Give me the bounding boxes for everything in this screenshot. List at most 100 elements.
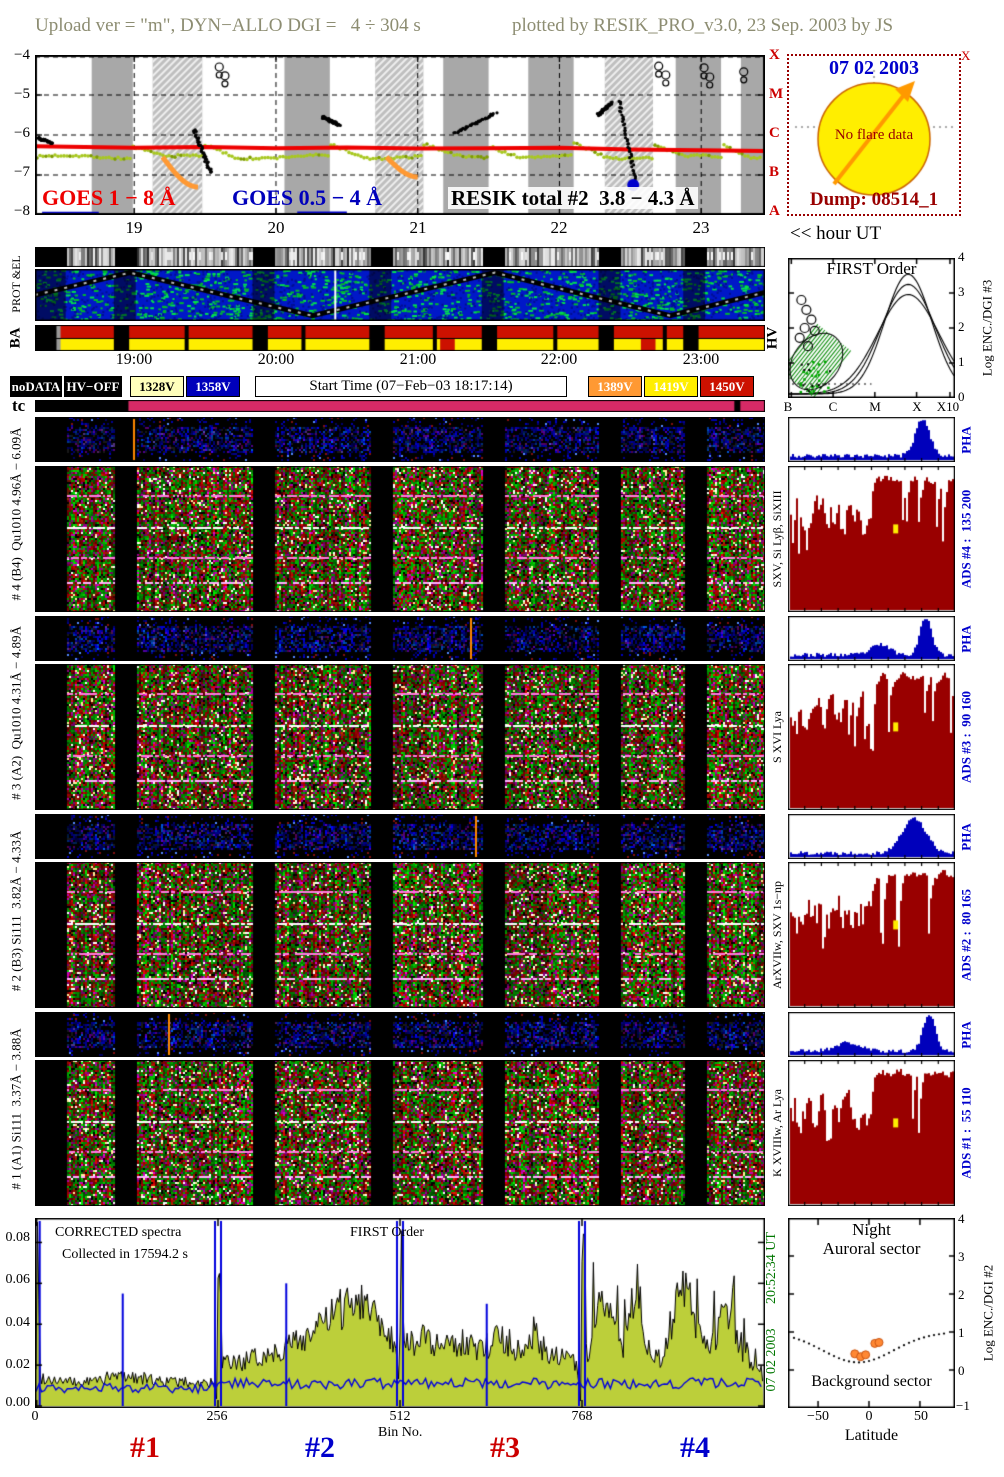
- goes-xtick-1: 20: [267, 218, 285, 237]
- channel-axis-label-1: # 1 (A1) Si111 3.37Å − 3.88Å: [8, 1028, 24, 1190]
- legend-nodata: noDATA: [10, 376, 62, 397]
- auroral-sector-label: Auroral sector: [822, 1239, 921, 1258]
- fo-ytick-1: 1: [958, 354, 965, 369]
- goes-class-letter-m: M: [769, 86, 784, 102]
- dump-label: Dump: 08514_1: [809, 189, 939, 210]
- auroral-trajectory-panel: [35, 269, 765, 321]
- hv-axis-label: HV: [764, 326, 781, 350]
- header-upload-text: Upload ver = "m", DYN−ALLO DGI = 4 ÷ 304…: [35, 15, 421, 36]
- goes-05-4-label: GOES 0.5 − 4 Å: [232, 185, 383, 210]
- spectra-ytick-1: 0.06: [5, 1272, 31, 1287]
- proton-electron-strip: [35, 247, 765, 267]
- solar-disk-canvas: [789, 56, 959, 214]
- background-sector-label: Background sector: [811, 1373, 932, 1390]
- lat-ytick-4: 4: [958, 1211, 965, 1226]
- fo-xtick-m: M: [869, 399, 881, 414]
- flare-status: No flare data: [834, 127, 914, 143]
- spectra-subtitle: Collected in 17594.2 s: [62, 1247, 188, 1262]
- segment-label-3: #3: [490, 1431, 520, 1464]
- lat-ytick-m1: −1: [956, 1398, 970, 1413]
- pha-label-4: PHA: [958, 426, 974, 454]
- ads-histogram-ch1: [788, 1060, 955, 1206]
- line-id-label-3: S XVI Lya: [770, 711, 784, 763]
- latitude-background-plot: [788, 1218, 955, 1408]
- lat-ytick-1: 1: [958, 1325, 965, 1340]
- spectrogram-bg-ch4: [35, 417, 765, 462]
- ba-axis-label: BA: [7, 327, 24, 349]
- channel-axis-label-4: # 4 (B4) Qu1010 4.96Å − 6.09Å: [8, 427, 24, 601]
- spectra-ytick-2: 0.04: [5, 1315, 31, 1330]
- goes-1-8-label: GOES 1 − 8 Å: [42, 185, 176, 210]
- spectrogram-ch2: [35, 862, 765, 1008]
- hv-state-strip: [35, 325, 765, 351]
- fo-ytick-4: 4: [958, 249, 965, 264]
- segment-label-1: #1: [130, 1431, 160, 1464]
- channel-axis-label-2: # 2 (B3) Si111 3.82Å − 4.33Å: [8, 830, 24, 992]
- hour-ut-label: << hour UT: [790, 223, 882, 244]
- time-tick-0: 19:00: [115, 351, 153, 368]
- first-order-title: FIRST Order: [826, 259, 917, 278]
- goes-xtick-3: 22: [550, 218, 568, 237]
- segment-label-4: #4: [680, 1431, 710, 1464]
- fo-ytick-0: 0: [958, 389, 965, 404]
- legend-start-time: Start Time (07−Feb−03 18:17:14): [255, 376, 567, 397]
- corner-x-mark: X: [961, 48, 971, 63]
- goes-ytick-3: −7: [14, 164, 30, 180]
- time-tick-2: 21:00: [399, 351, 437, 368]
- goes-xtick-0: 19: [125, 218, 143, 237]
- legend-hv-off: HV−OFF: [64, 376, 122, 397]
- spectra-xtick-512: 512: [389, 1409, 411, 1424]
- spectrogram-ch1: [35, 1060, 765, 1206]
- fo-xtick-x10: X10: [936, 399, 960, 414]
- goes-xtick-4: 23: [692, 218, 710, 237]
- goes-ytick-2: −6: [14, 125, 30, 141]
- ads-label-3: ADS #3 : 90 160: [958, 690, 974, 784]
- fo-xtick-c: C: [828, 399, 838, 414]
- pha-label-3: PHA: [958, 625, 974, 653]
- spectra-ytick-0: 0.08: [5, 1230, 31, 1245]
- legend-1358v: 1358V: [186, 376, 240, 397]
- segment-label-2: #2: [305, 1431, 335, 1464]
- pha-histogram-ch1: [788, 1012, 955, 1057]
- legend-1450v: 1450V: [700, 376, 754, 397]
- lat-ylabel: Log ENC./DGI #2: [980, 1264, 996, 1362]
- lat-ytick-3: 3: [958, 1249, 965, 1264]
- goes-class-letter-a: A: [769, 203, 780, 219]
- spectra-title: CORRECTED spectra: [55, 1225, 182, 1240]
- spectrogram-bg-ch2: [35, 814, 765, 859]
- ads-histogram-ch3: [788, 664, 955, 810]
- time-tick-1: 20:00: [257, 351, 295, 368]
- goes-ytick-4: −8: [14, 203, 30, 219]
- spectrogram-ch4: [35, 466, 765, 612]
- goes-class-letter-x: X: [769, 47, 780, 63]
- fo-ylabel: Log ENC./DGI #3: [979, 279, 995, 377]
- flare-date: 07 02 2003: [829, 57, 919, 79]
- night-label: Night: [852, 1220, 891, 1239]
- pha-histogram-ch3: [788, 616, 955, 661]
- goes-class-letter-b: B: [769, 164, 780, 180]
- spectrogram-ch3: [35, 664, 765, 810]
- legend-1328v: 1328V: [130, 376, 184, 397]
- tc-label: tc: [12, 396, 26, 415]
- ads-histogram-ch4: [788, 466, 955, 612]
- spectra-order-label: FIRST Order: [350, 1225, 425, 1240]
- pha-histogram-ch4: [788, 417, 955, 462]
- first-order-scatter-plot: [788, 258, 955, 398]
- ads-label-2: ADS #2 : 80 165: [958, 888, 974, 982]
- spectra-xtick-768: 768: [571, 1409, 593, 1424]
- spectra-xtick-0: 0: [31, 1409, 39, 1424]
- goes-class-letter-c: C: [769, 125, 780, 141]
- time-tick-4: 23:00: [682, 351, 720, 368]
- legend-1389v: 1389V: [588, 376, 642, 397]
- lat-xtick-50: 50: [914, 1409, 928, 1424]
- fo-xtick-x: X: [912, 399, 922, 414]
- flare-location-box: [787, 54, 961, 216]
- ads-histogram-ch2: [788, 862, 955, 1008]
- spectra-date-label: 07 02 2003: [764, 1328, 779, 1392]
- pha-histogram-ch2: [788, 814, 955, 859]
- resik-total-label: RESIK total #2 3.8 − 4.3 Å: [448, 187, 698, 209]
- spectra-ytick-3: 0.02: [5, 1357, 31, 1372]
- corrected-spectra-plot: [35, 1218, 765, 1408]
- header-plotted-text: plotted by RESIK_PRO_v3.0, 23 Sep. 2003 …: [512, 15, 894, 36]
